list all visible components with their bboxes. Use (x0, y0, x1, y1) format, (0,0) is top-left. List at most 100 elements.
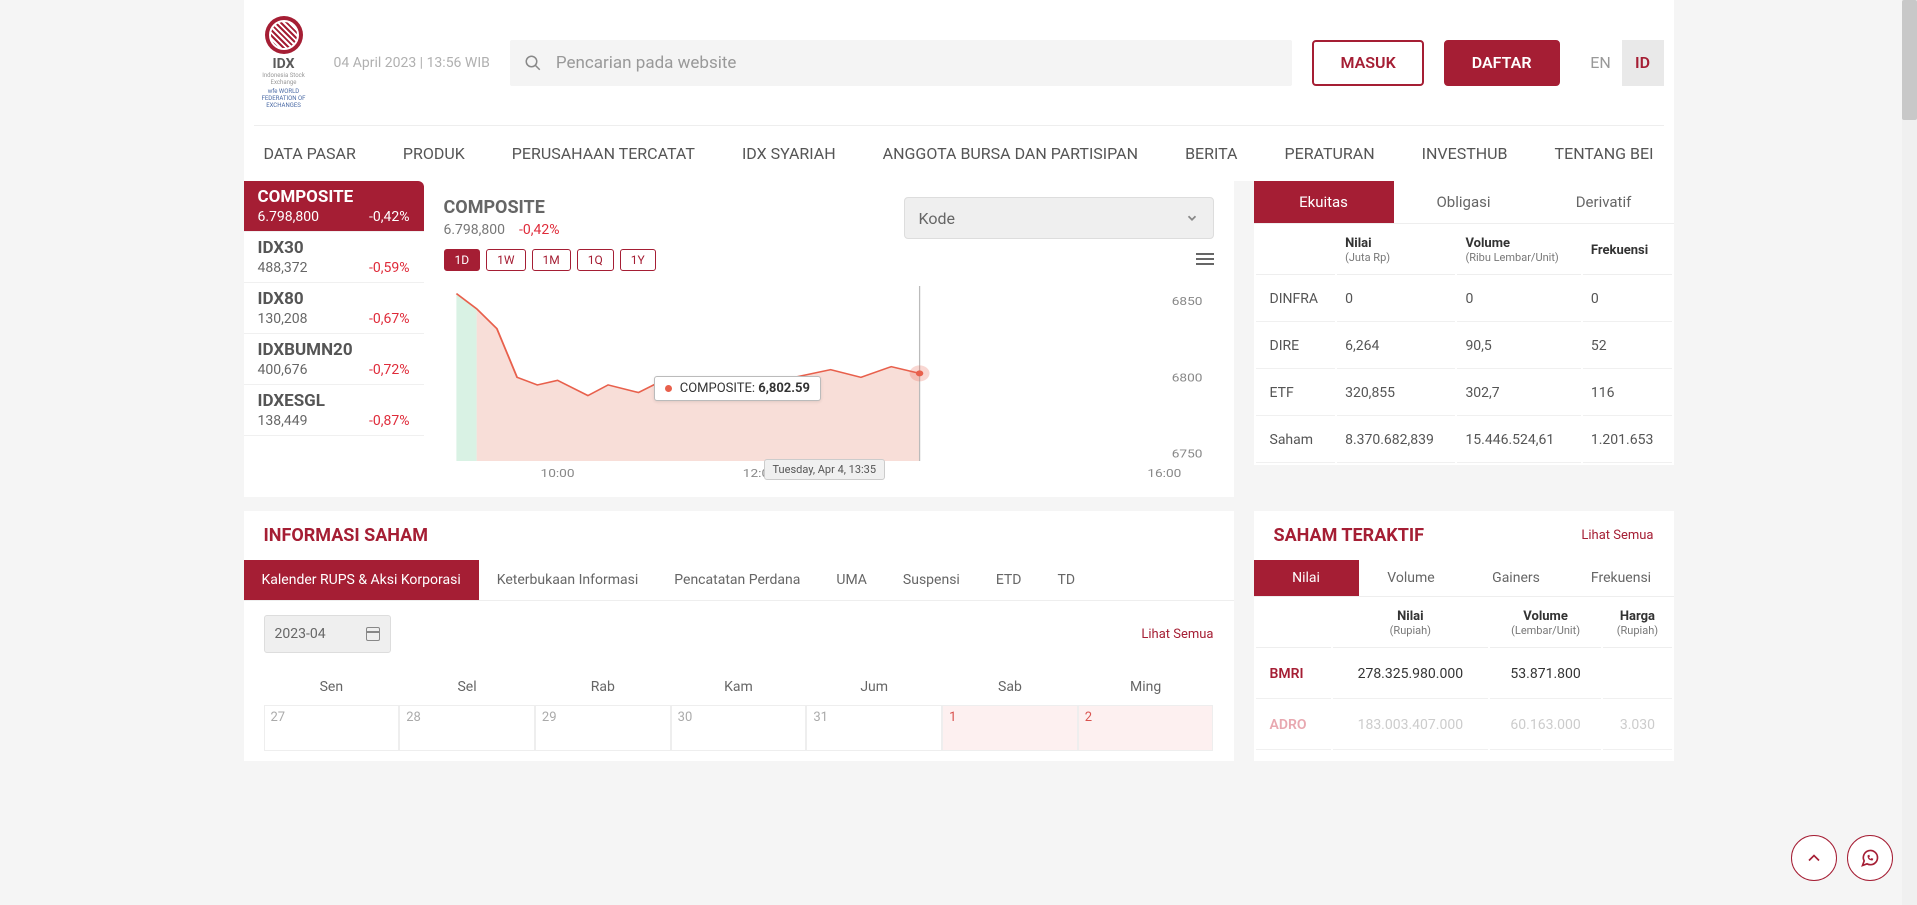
date-picker[interactable]: 2023-04 (264, 615, 391, 653)
table-row[interactable]: DIRE6,26490,552 (1256, 324, 1672, 369)
table-header: Volume(Ribu Lembar/Unit) (1457, 226, 1580, 275)
period-button[interactable]: 1D (444, 249, 481, 271)
table-cell: 15.446.524,61 (1457, 418, 1580, 463)
index-item[interactable]: IDX80 130,208 -0,67% (244, 283, 424, 334)
logo[interactable]: IDX Indonesia Stock Exchange wfe WORLD F… (254, 16, 314, 109)
index-value: 400,676 (258, 362, 308, 378)
index-name: IDXBUMN20 (258, 340, 410, 360)
chart-title: COMPOSITE (444, 197, 560, 218)
table-header: Nilai(Juta Rp) (1337, 226, 1455, 275)
teraktif-tab[interactable]: Nilai (1254, 560, 1359, 596)
table-cell: 320,855 (1337, 371, 1455, 416)
market-tab[interactable]: Ekuitas (1254, 181, 1394, 224)
kode-dropdown[interactable]: Kode (904, 197, 1214, 239)
daftar-button[interactable]: DAFTAR (1444, 40, 1560, 86)
date-value: 2023-04 (275, 626, 326, 642)
index-name: IDX30 (258, 238, 410, 258)
chart-menu-icon[interactable] (1196, 253, 1214, 267)
table-row[interactable]: ETF320,855302,7116 (1256, 371, 1672, 416)
info-tab[interactable]: Pencatatan Perdana (656, 560, 818, 600)
page-scrollbar[interactable] (1902, 0, 1917, 905)
lang-id[interactable]: ID (1622, 40, 1664, 86)
calendar-cell[interactable]: 30 (671, 705, 807, 751)
search-input[interactable] (510, 40, 1293, 86)
info-tab[interactable]: UMA (818, 560, 885, 600)
calendar-day-head: Kam (671, 669, 807, 705)
table-header: Harga(Rupiah) (1603, 599, 1671, 648)
period-button[interactable]: 1M (532, 249, 571, 271)
nav-item[interactable]: PERUSAHAAN TERCATAT (502, 138, 705, 169)
table-cell: Saham (1256, 418, 1336, 463)
masuk-button[interactable]: MASUK (1312, 40, 1423, 86)
index-item[interactable]: IDXESGL 138,449 -0,87% (244, 385, 424, 436)
calendar-cell[interactable]: 2 (1078, 705, 1214, 751)
language-switcher: EN ID (1580, 40, 1664, 86)
table-row[interactable]: DINFRA000 (1256, 277, 1672, 322)
nav-item[interactable]: DATA PASAR (254, 138, 366, 169)
table-cell: 0 (1337, 277, 1455, 322)
lihat-semua-link[interactable]: Lihat Semua (1141, 627, 1213, 642)
logo-label: IDX (254, 56, 314, 72)
index-item[interactable]: IDX30 488,372 -0,59% (244, 232, 424, 283)
market-tab[interactable]: Obligasi (1394, 181, 1534, 224)
teraktif-tab[interactable]: Gainers (1464, 560, 1569, 596)
chart-area[interactable]: 68506800675010:0012:0016:00 COMPOSITE: 6… (444, 281, 1214, 481)
index-value: 488,372 (258, 260, 308, 276)
calendar-cell[interactable]: 27 (264, 705, 400, 751)
index-list: COMPOSITE 6.798,800 -0,42%IDX30 488,372 … (244, 181, 424, 497)
index-value: 130,208 (258, 311, 308, 327)
index-item[interactable]: IDXBUMN20 400,676 -0,72% (244, 334, 424, 385)
search-wrap (510, 40, 1293, 86)
period-button[interactable]: 1W (486, 249, 525, 271)
table-row[interactable]: Saham8.370.682,83915.446.524,611.201.653 (1256, 418, 1672, 463)
table-cell: 0 (1457, 277, 1580, 322)
table-row[interactable]: BMRI278.325.980.00053.871.800 (1256, 650, 1672, 699)
calendar-icon (366, 627, 380, 641)
nav-item[interactable]: TENTANG BEI (1545, 138, 1664, 169)
calendar-cell[interactable]: 28 (399, 705, 535, 751)
main-nav: DATA PASAR PRODUK PERUSAHAAN TERCATAT IDX S… (254, 125, 1664, 181)
teraktif-lihat-semua[interactable]: Lihat Semua (1581, 528, 1653, 543)
whatsapp-button[interactable] (1847, 835, 1893, 881)
period-buttons: 1D1W 1M 1Q 1Y (444, 249, 656, 271)
table-header: Frekuensi (1583, 226, 1672, 275)
teraktif-tab[interactable]: Volume (1359, 560, 1464, 596)
calendar-day-head: Rab (535, 669, 671, 705)
calendar-cell[interactable]: 31 (806, 705, 942, 751)
period-button[interactable]: 1Q (577, 249, 614, 271)
teraktif-tab[interactable]: Frekuensi (1569, 560, 1674, 596)
table-cell: ETF (1256, 371, 1336, 416)
info-tab[interactable]: Kalender RUPS & Aksi Korporasi (244, 560, 479, 600)
index-value: 138,449 (258, 413, 308, 429)
tooltip-dot-icon (665, 385, 672, 392)
nav-item[interactable]: INVESTHUB (1412, 138, 1518, 169)
info-tab[interactable]: Suspensi (885, 560, 978, 600)
market-tab[interactable]: Derivatif (1534, 181, 1674, 224)
period-button[interactable]: 1Y (620, 249, 656, 271)
table-cell: 52 (1583, 324, 1672, 369)
nav-item[interactable]: PERATURAN (1275, 138, 1385, 169)
calendar-cell[interactable]: 1 (942, 705, 1078, 751)
scroll-top-button[interactable] (1791, 835, 1837, 881)
table-row[interactable]: ADRO183.003.407.00060.163.0003.030 (1256, 701, 1672, 750)
scrollbar-thumb[interactable] (1902, 0, 1917, 120)
info-tab[interactable]: ETD (978, 560, 1040, 600)
svg-text:6850: 6850 (1171, 295, 1202, 308)
svg-text:6800: 6800 (1171, 372, 1202, 385)
index-change: -0,67% (369, 311, 409, 327)
nav-item[interactable]: IDX SYARIAH (732, 138, 846, 169)
info-tab[interactable]: TD (1039, 560, 1093, 600)
lang-en[interactable]: EN (1580, 40, 1622, 86)
nav-item[interactable]: ANGGOTA BURSA DAN PARTISIPAN (873, 138, 1148, 169)
info-tab[interactable]: Keterbukaan Informasi (479, 560, 657, 600)
teraktif-table: Nilai(Rupiah)Volume(Lembar/Unit)Harga(Ru… (1254, 597, 1674, 752)
line-chart: 68506800675010:0012:0016:00 (444, 281, 1214, 481)
calendar-cell[interactable]: 29 (535, 705, 671, 751)
index-item[interactable]: COMPOSITE 6.798,800 -0,42% (244, 181, 424, 232)
chart-tooltip: COMPOSITE: 6,802.59 (654, 376, 821, 401)
index-change: -0,42% (369, 209, 409, 225)
tooltip-label: COMPOSITE: (680, 381, 755, 396)
nav-item[interactable]: PRODUK (393, 138, 475, 169)
market-tabs: EkuitasObligasiDerivatif (1254, 181, 1674, 224)
nav-item[interactable]: BERITA (1175, 138, 1247, 169)
